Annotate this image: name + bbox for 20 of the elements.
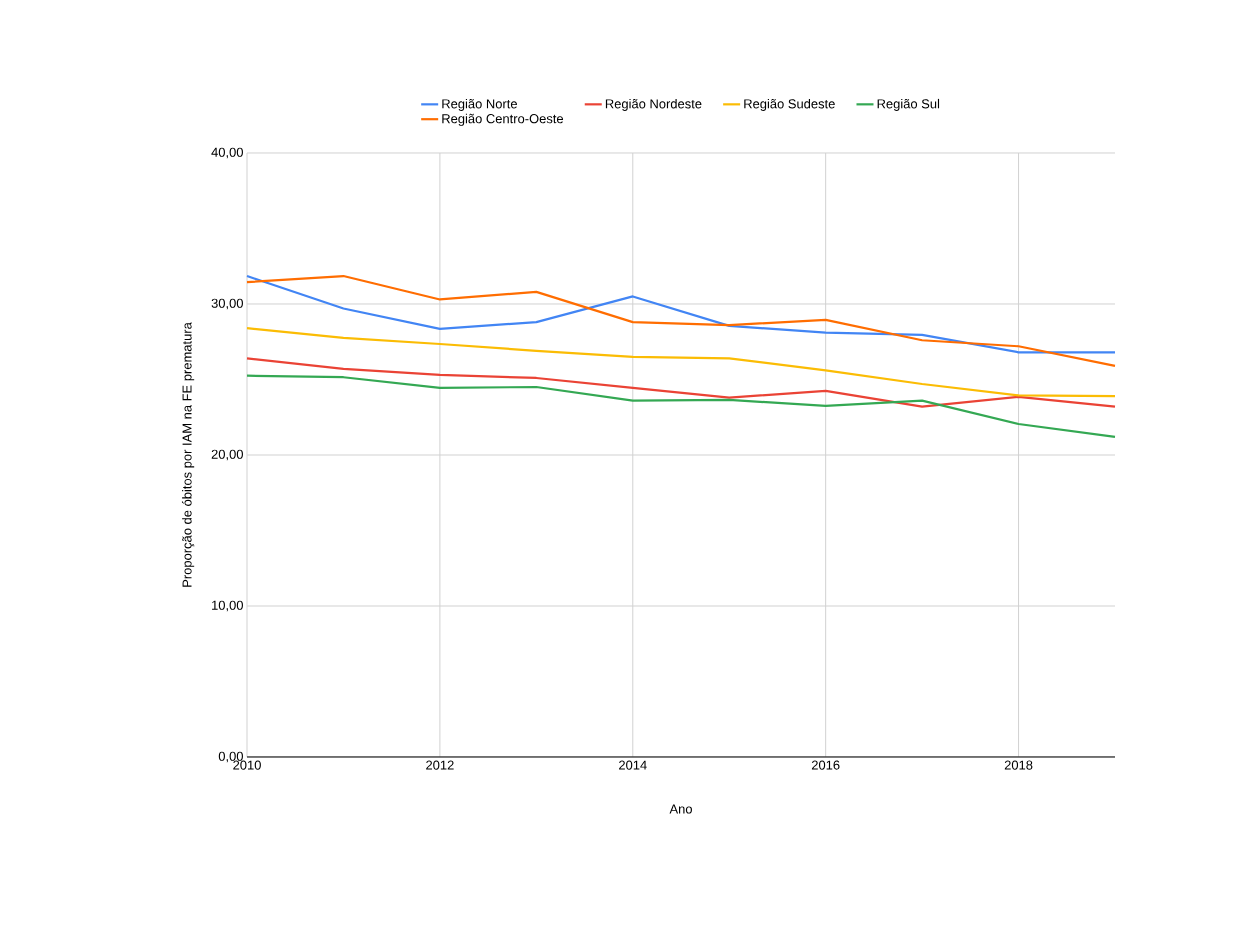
x-tick-label: 2010	[233, 760, 261, 770]
legend-label: Região Sul	[877, 98, 940, 111]
y-axis-title: Proporção de óbitos por IAM na FE prematura	[181, 322, 195, 587]
y-tick-label: 40,00	[211, 147, 243, 159]
legend-label: Região Sudeste	[744, 98, 835, 111]
legend-label: Região Norte	[442, 98, 517, 111]
x-axis-title: Ano	[669, 804, 692, 814]
line-series	[245, 357, 1117, 408]
y-tick-label: 10,00	[212, 600, 243, 612]
line-series	[245, 374, 1117, 438]
line-series	[245, 327, 1117, 398]
legend-label: Região Nordeste	[605, 98, 702, 111]
y-tick-label: 0,00	[218, 751, 243, 763]
x-tick-label: 2016	[811, 760, 840, 770]
x-tick-label: 2018	[1004, 760, 1033, 770]
x-tick-label: 2012	[426, 760, 454, 770]
x-tick-label: 2014	[619, 760, 647, 770]
y-tick-label: 30,00	[211, 298, 243, 310]
legend-label: Região Centro-Oeste	[442, 113, 564, 126]
y-tick-label: 20,00	[211, 449, 243, 461]
